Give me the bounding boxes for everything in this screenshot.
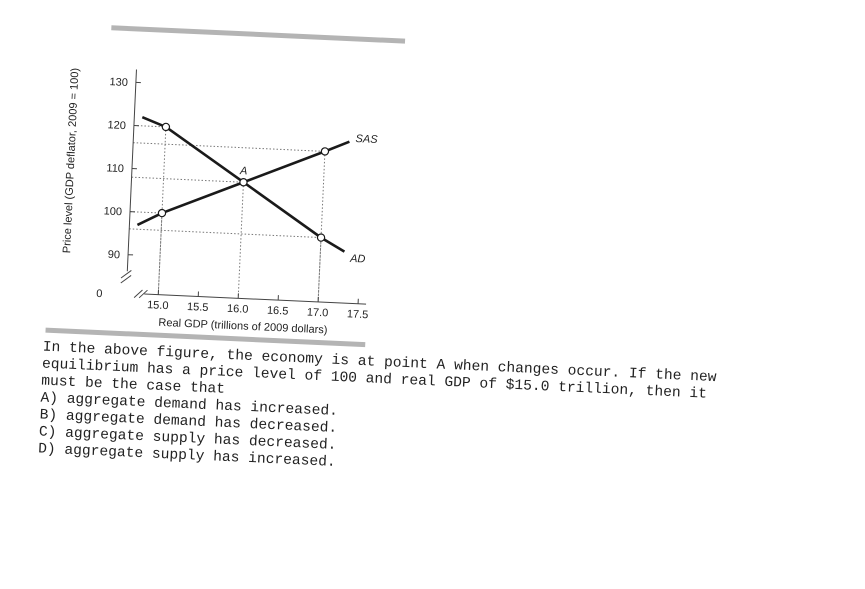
guide-line-horizontal (129, 229, 321, 238)
guide-line-vertical (238, 182, 243, 298)
guide-line-vertical (318, 151, 325, 302)
y-tick-label: 100 (103, 205, 122, 218)
x-tick-label: 16.0 (227, 303, 249, 316)
guide-line-horizontal (132, 177, 244, 182)
equilibrium-point (158, 209, 166, 217)
as-ad-chart: 0 90 100 110 120 130 15.0 15.5 16.0 16.5 17.0 17.5 S… (53, 38, 396, 343)
y-axis (127, 69, 136, 271)
y-tick-label: 120 (107, 119, 126, 132)
question-block: In the above figure, the economy is at p… (38, 340, 813, 494)
x-tick-label: 17.5 (347, 308, 369, 321)
curve-label-sas: SAS (355, 133, 378, 146)
y-tick-label: 90 (108, 249, 121, 262)
guide-line-horizontal (133, 143, 325, 152)
x-tick-label: 15.0 (147, 299, 169, 312)
equilibrium-point (240, 178, 248, 186)
x-tick-label: 16.5 (267, 305, 289, 318)
x-axis-break (134, 290, 142, 298)
top-rule (111, 25, 405, 43)
x-tick-label: 17.0 (307, 306, 329, 319)
equilibrium-point (162, 123, 170, 131)
origin-label: 0 (96, 288, 103, 300)
x-tick-label: 15.5 (187, 301, 209, 314)
equilibrium-point (317, 234, 325, 242)
equilibrium-point (321, 148, 329, 156)
y-tick-label: 130 (109, 76, 128, 89)
curve-label-ad: AD (349, 253, 366, 266)
x-axis (144, 294, 366, 304)
y-axis-title: Price level (GDP deflator, 2009 = 100) (61, 68, 81, 254)
y-axis-break (121, 270, 131, 278)
y-axis-break (121, 275, 131, 283)
y-tick-label: 110 (106, 162, 124, 175)
point-label: A (239, 165, 248, 177)
